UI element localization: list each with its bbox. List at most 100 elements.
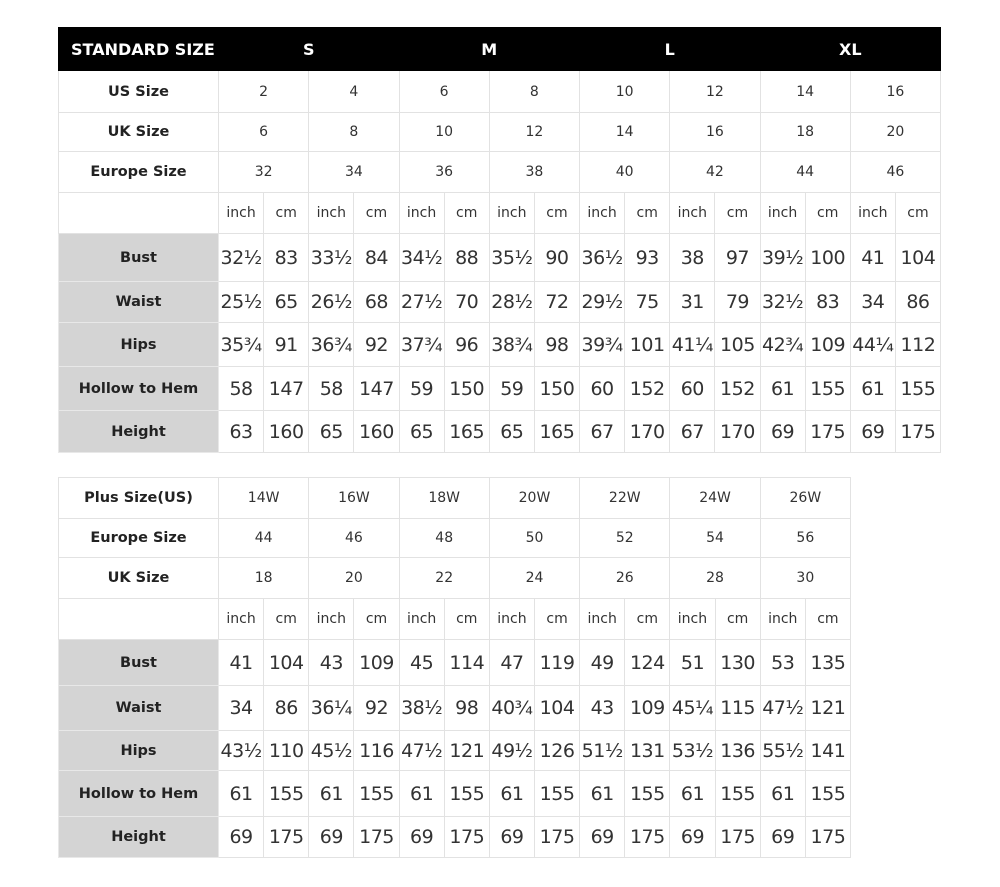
row-label: Height <box>58 816 219 858</box>
measurement-value: 155 <box>714 770 761 817</box>
measurement-value: 59 <box>398 366 445 411</box>
header-title: STANDARD SIZE <box>58 27 219 71</box>
measurement-value: 32½ <box>759 281 806 323</box>
measurement-value: 135 <box>804 639 852 686</box>
row-label: Hollow to Hem <box>58 770 219 817</box>
measurement-value: 65 <box>488 410 535 453</box>
measurement-value: 100 <box>804 233 851 282</box>
unit-label: inch <box>759 192 806 234</box>
measurement-value: 69 <box>579 816 626 858</box>
measurement-value: 69 <box>217 816 265 858</box>
measurement-value: 69 <box>398 816 445 858</box>
size-group-label: M <box>398 27 580 71</box>
unit-label: inch <box>578 192 626 234</box>
measurement-row: Waist 34 86 36¼ 92 38½ 98 40¾ 104 43 109 45¼ 115 47½ 1… <box>58 685 852 731</box>
row-label: Hips <box>58 322 219 367</box>
measurement-value: 155 <box>353 770 400 817</box>
measurement-value: 69 <box>759 410 806 453</box>
measurement-value: 175 <box>714 816 761 858</box>
measurement-value: 109 <box>804 322 851 367</box>
measurement-value: 61 <box>579 770 626 817</box>
measurement-value: 86 <box>263 685 310 731</box>
measurement-value: 69 <box>849 410 896 453</box>
size-value: 56 <box>759 518 852 558</box>
measurement-value: 45¼ <box>669 685 716 731</box>
measurement-value: 124 <box>624 639 671 686</box>
unit-label: cm <box>804 192 851 234</box>
measurement-value: 29½ <box>578 281 626 323</box>
measurement-value: 110 <box>263 730 310 771</box>
measurement-value: 160 <box>353 410 400 453</box>
measurement-row: Hollow to Hem 61 155 61 155 61 155 61 155 61 155 61… <box>58 770 852 817</box>
size-row: Plus Size(US) 14W 16W 18W 20W 22W 24W 26W <box>58 477 852 519</box>
size-value: 18 <box>217 557 310 599</box>
measurement-value: 39¾ <box>578 322 626 367</box>
unit-label: cm <box>624 598 671 640</box>
measurement-value: 61 <box>849 366 896 411</box>
measurement-value: 115 <box>714 685 761 731</box>
row-label: Bust <box>58 639 219 686</box>
size-value: 52 <box>579 518 671 558</box>
measurement-row: Hollow to Hem 58 147 58 147 59 150 59 150 60 152 60… <box>58 366 942 411</box>
measurement-value: 53½ <box>669 730 716 771</box>
size-group-label: L <box>579 27 761 71</box>
measurement-value: 61 <box>488 770 535 817</box>
measurement-value: 26½ <box>308 281 355 323</box>
unit-row: inch cm inch cm inch cm inch cm inch cm inch cm inch… <box>58 598 852 640</box>
measurement-value: 97 <box>714 233 761 282</box>
measurement-value: 58 <box>308 366 355 411</box>
unit-row: inch cm inch cm inch cm inch cm inch cm inch cm inch… <box>58 192 942 234</box>
measurement-value: 38¾ <box>488 322 535 367</box>
unit-label: cm <box>443 598 490 640</box>
measurement-value: 61 <box>669 770 716 817</box>
row-label: Waist <box>58 281 219 323</box>
measurement-value: 114 <box>443 639 490 686</box>
measurement-value: 43½ <box>217 730 265 771</box>
measurement-value: 104 <box>263 639 310 686</box>
row-label: US Size <box>58 70 219 113</box>
measurement-value: 109 <box>624 685 671 731</box>
measurement-value: 43 <box>308 639 355 686</box>
measurement-value: 61 <box>398 770 445 817</box>
measurement-value: 49½ <box>488 730 535 771</box>
size-row: UK Size 18 20 22 24 26 28 30 <box>58 557 852 599</box>
measurement-value: 58 <box>217 366 265 411</box>
size-value: 44 <box>217 518 310 558</box>
unit-label: cm <box>263 192 310 234</box>
measurement-value: 147 <box>353 366 400 411</box>
size-value: 20W <box>488 477 581 519</box>
measurement-value: 34 <box>217 685 265 731</box>
measurement-value: 34½ <box>398 233 445 282</box>
measurement-value: 165 <box>533 410 581 453</box>
measurement-value: 104 <box>533 685 581 731</box>
measurement-value: 150 <box>443 366 490 411</box>
row-label: Europe Size <box>58 151 219 193</box>
measurement-value: 155 <box>894 366 942 411</box>
size-value: 30 <box>759 557 852 599</box>
size-value: 12 <box>669 70 761 113</box>
unit-label: inch <box>308 192 355 234</box>
measurement-value: 27½ <box>398 281 445 323</box>
size-value: 36 <box>398 151 490 193</box>
measurement-value: 155 <box>624 770 671 817</box>
unit-label: cm <box>353 192 400 234</box>
unit-label: inch <box>308 598 355 640</box>
measurement-value: 51½ <box>579 730 626 771</box>
unit-label: cm <box>894 192 942 234</box>
measurement-value: 170 <box>624 410 671 453</box>
size-value: 8 <box>488 70 581 113</box>
size-value: 22W <box>579 477 671 519</box>
measurement-value: 101 <box>624 322 671 367</box>
size-value: 42 <box>669 151 761 193</box>
row-label: Hips <box>58 730 219 771</box>
empty-cell <box>58 192 219 234</box>
size-value: 2 <box>217 70 310 113</box>
size-value: 12 <box>488 112 581 152</box>
unit-label: inch <box>398 598 445 640</box>
measurement-value: 96 <box>443 322 490 367</box>
measurement-value: 55½ <box>759 730 806 771</box>
measurement-value: 61 <box>759 770 806 817</box>
unit-label: cm <box>624 192 671 234</box>
standard-size-table: STANDARD SIZE S M L XL US Size 2 4 6 8 10 12 14 16 UK … <box>58 27 942 453</box>
measurement-value: 92 <box>353 322 400 367</box>
